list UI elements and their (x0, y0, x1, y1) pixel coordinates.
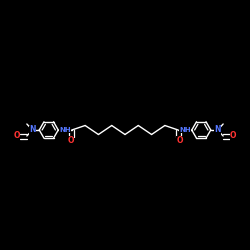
Text: N: N (29, 126, 36, 134)
Text: O: O (176, 136, 183, 145)
Text: NH: NH (179, 127, 191, 133)
Text: O: O (230, 132, 236, 140)
Text: O: O (67, 136, 74, 145)
Text: N: N (214, 126, 221, 134)
Text: O: O (14, 132, 20, 140)
Text: NH: NH (59, 127, 71, 133)
